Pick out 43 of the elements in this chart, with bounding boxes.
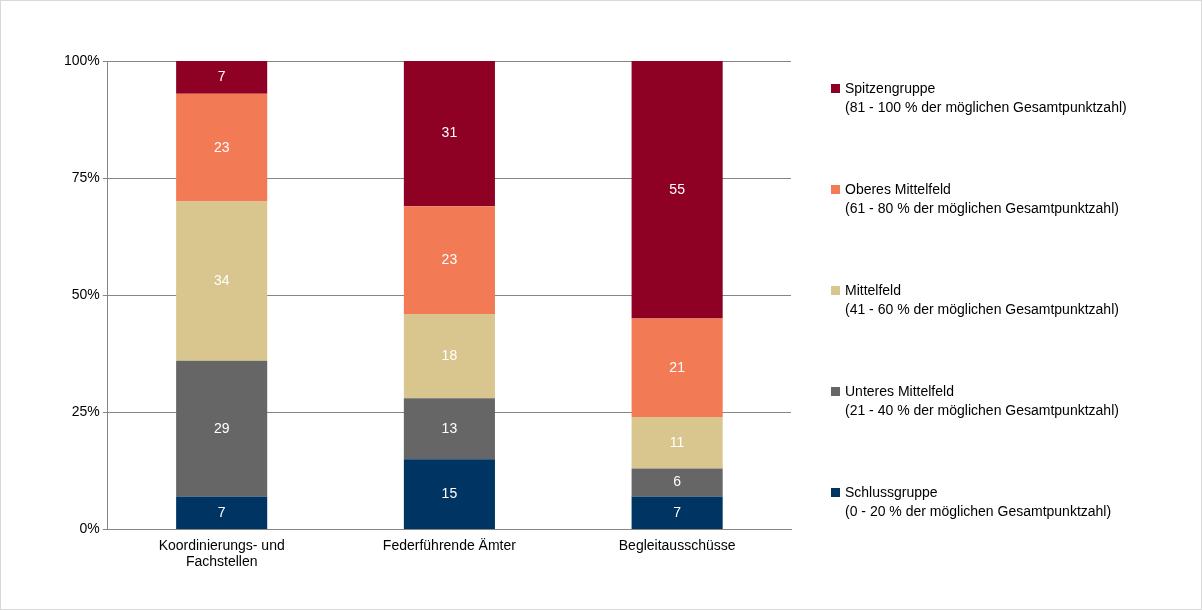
legend-label: Spitzengruppe (81 - 100 % der möglichen Gesamtpunktzahl): [844, 79, 1127, 117]
bar: [403, 459, 495, 529]
y-tick-label: 100%: [63, 51, 100, 68]
bar: [176, 360, 268, 497]
y-tick-label: 0%: [79, 520, 100, 537]
bar: [403, 61, 495, 207]
data-label: 18: [441, 346, 458, 363]
bar: [631, 468, 723, 497]
data-label: 31: [441, 124, 458, 141]
data-label: 6: [673, 473, 682, 490]
x-tick-label: Begleitausschüsse: [618, 536, 736, 553]
bar: [631, 318, 723, 417]
y-tick-label: 25%: [71, 403, 100, 420]
y-tick-label: 50%: [71, 286, 100, 303]
legend-label: Oberes Mittelfeld (61 - 80 % der möglichen Gesamtpunktzahl): [844, 180, 1119, 218]
data-label: 13: [441, 419, 458, 436]
bar: [403, 398, 495, 460]
data-label: 7: [673, 503, 682, 520]
data-label: 15: [441, 484, 458, 501]
data-label: 7: [217, 503, 226, 520]
bar: [631, 416, 723, 469]
bar: [176, 201, 268, 361]
y-tick-label: 75%: [71, 168, 100, 185]
data-label: 23: [213, 138, 230, 155]
data-label: 21: [669, 358, 686, 375]
x-tick-label: Federführende Ämter: [382, 536, 517, 553]
data-label: 11: [669, 433, 685, 450]
bar: [176, 93, 268, 202]
bar: [176, 496, 268, 529]
bar: [176, 61, 268, 94]
bar: [631, 61, 723, 319]
data-label: 23: [441, 250, 458, 267]
data-label: 55: [669, 180, 686, 197]
bar: [403, 206, 495, 314]
data-label: 29: [213, 419, 230, 436]
bar: [631, 496, 723, 529]
data-label: 34: [213, 272, 230, 289]
x-tick-label: Koordinierungs- und Fachstellen: [158, 536, 285, 570]
legend-label: Mittelfeld (41 - 60 % der möglichen Gesamtpunktzahl): [844, 281, 1119, 319]
legend-label: Unteres Mittelfeld (21 - 40 % der möglichen Gesamtpunktzahl): [844, 382, 1119, 420]
data-label: 7: [217, 68, 226, 85]
bar: [403, 313, 495, 399]
legend-label: Schlussgruppe (0 - 20 % der möglichen Gesamtpunktzahl): [844, 483, 1112, 521]
